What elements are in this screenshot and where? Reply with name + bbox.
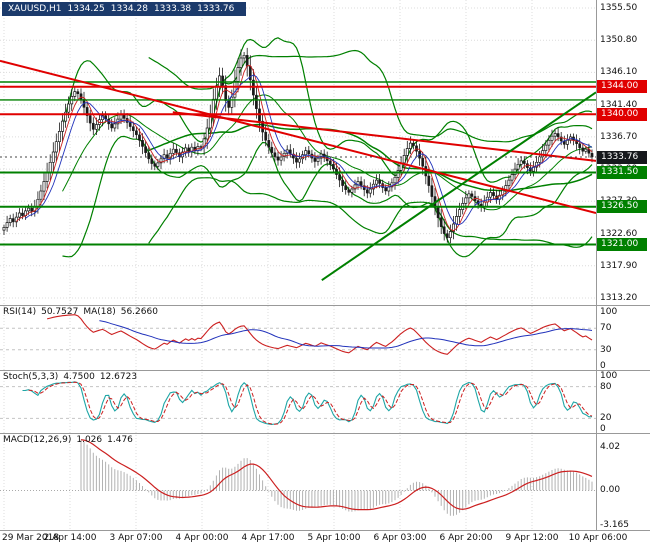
time-axis[interactable]: 29 Mar 2018 2 Apr 14:00 3 Apr 07:00 4 Apr 0…	[0, 531, 650, 550]
time-axis-label: 9 Apr 12:00	[505, 533, 559, 543]
bollinger-lower-48	[148, 177, 593, 248]
stoch-panel	[0, 381, 596, 425]
bar-high-value: 1334.28	[110, 4, 148, 14]
macd-histogram	[80, 439, 593, 516]
price-axis[interactable]: 1355.50 1350.80 1346.10 1341.40 1336.70 1332.…	[596, 0, 650, 531]
macd-signal-line	[80, 439, 593, 511]
slow-ma-line	[25, 74, 593, 226]
stoch-signal-line	[28, 381, 593, 425]
rsi-scale-label: 30	[600, 345, 612, 355]
time-axis-label: 6 Apr 20:00	[439, 533, 493, 543]
time-axis-label: 10 Apr 06:00	[568, 533, 628, 543]
time-axis-label: 3 Apr 07:00	[109, 533, 163, 543]
trend-ma-line	[148, 123, 593, 192]
time-axis-label: 4 Apr 00:00	[175, 533, 229, 543]
symbol-period-label: XAUUSD,H1	[8, 4, 62, 14]
price-axis-label: 1355.50	[600, 3, 638, 13]
stoch-indicator-label: Stoch(5,3,3) 4.7500 12.6723	[3, 372, 142, 382]
rsi-line	[46, 314, 593, 355]
trendline-3	[321, 91, 596, 282]
rsi-scale-label: 0	[600, 361, 606, 371]
price-axis-label: 1350.80	[600, 35, 638, 45]
macd-signal-value: 1.476	[107, 435, 133, 445]
stoch-name: Stoch(5,3,3)	[3, 372, 59, 382]
stoch-main-line	[22, 381, 593, 425]
price-axis-label: 1317.90	[600, 261, 638, 271]
bollinger-upper-20	[61, 37, 593, 183]
macd-value: 1.026	[76, 435, 103, 445]
fast-ma-line	[15, 65, 593, 232]
stoch-signal-value: 12.6723	[99, 372, 138, 382]
price-axis-label: 1346.10	[600, 67, 638, 77]
price-axis-label: 1313.20	[600, 293, 638, 303]
rsi-scale-label: 100	[600, 307, 618, 317]
time-axis-label: 6 Apr 03:00	[373, 533, 427, 543]
rsi-ma-name: MA(18)	[83, 307, 116, 317]
macd-scale-label: -3.165	[600, 520, 630, 530]
rsi-name: RSI(14)	[3, 307, 37, 317]
rsi-value: 50.7527	[41, 307, 79, 317]
symbol-ohlc-label: XAUUSD,H1 1334.25 1334.28 1333.38 1333.76	[2, 2, 247, 16]
stoch-value: 4.7500	[63, 372, 95, 382]
price-axis-label: 1332.00	[600, 164, 638, 174]
price-axis-label: 1336.70	[600, 132, 638, 142]
rsi-ma-value: 56.2660	[120, 307, 158, 317]
rsi-indicator-label: RSI(14) 50.7527 MA(18) 56.2660	[3, 307, 163, 317]
time-axis-label: 4 Apr 17:00	[241, 533, 295, 543]
time-axis-label: 5 Apr 10:00	[307, 533, 361, 543]
rsi-scale-label: 70	[600, 323, 612, 333]
macd-name: MACD(12,26,9)	[3, 435, 72, 445]
macd-scale-label: 4.02	[600, 442, 621, 452]
time-axis-label: 29 Mar 2018	[2, 533, 60, 543]
main-plot	[0, 37, 596, 282]
macd-indicator-label: MACD(12,26,9) 1.026 1.476	[3, 435, 138, 445]
stoch-scale-label: 20	[600, 413, 612, 423]
rsi-panel	[0, 314, 596, 355]
macd-scale-label: 0.00	[600, 485, 621, 495]
price-axis-label: 1341.40	[600, 100, 638, 110]
stoch-scale-label: 80	[600, 382, 612, 392]
trendline-1	[0, 59, 596, 214]
macd-panel	[0, 439, 596, 516]
price-axis-label: 1327.30	[600, 196, 638, 206]
time-axis-label: 2 Apr 14:00	[43, 533, 97, 543]
bar-close-value: 1333.76	[197, 4, 235, 14]
bar-low-value: 1333.38	[153, 4, 192, 14]
trendline-2	[172, 111, 596, 162]
grid-lines	[0, 0, 596, 530]
rsi-ma-line	[99, 320, 593, 349]
price-axis-label: 1322.60	[600, 229, 638, 239]
bar-open-value: 1334.25	[67, 4, 105, 14]
stoch-scale-label: 0	[600, 424, 606, 434]
stoch-scale-label: 100	[600, 371, 618, 381]
